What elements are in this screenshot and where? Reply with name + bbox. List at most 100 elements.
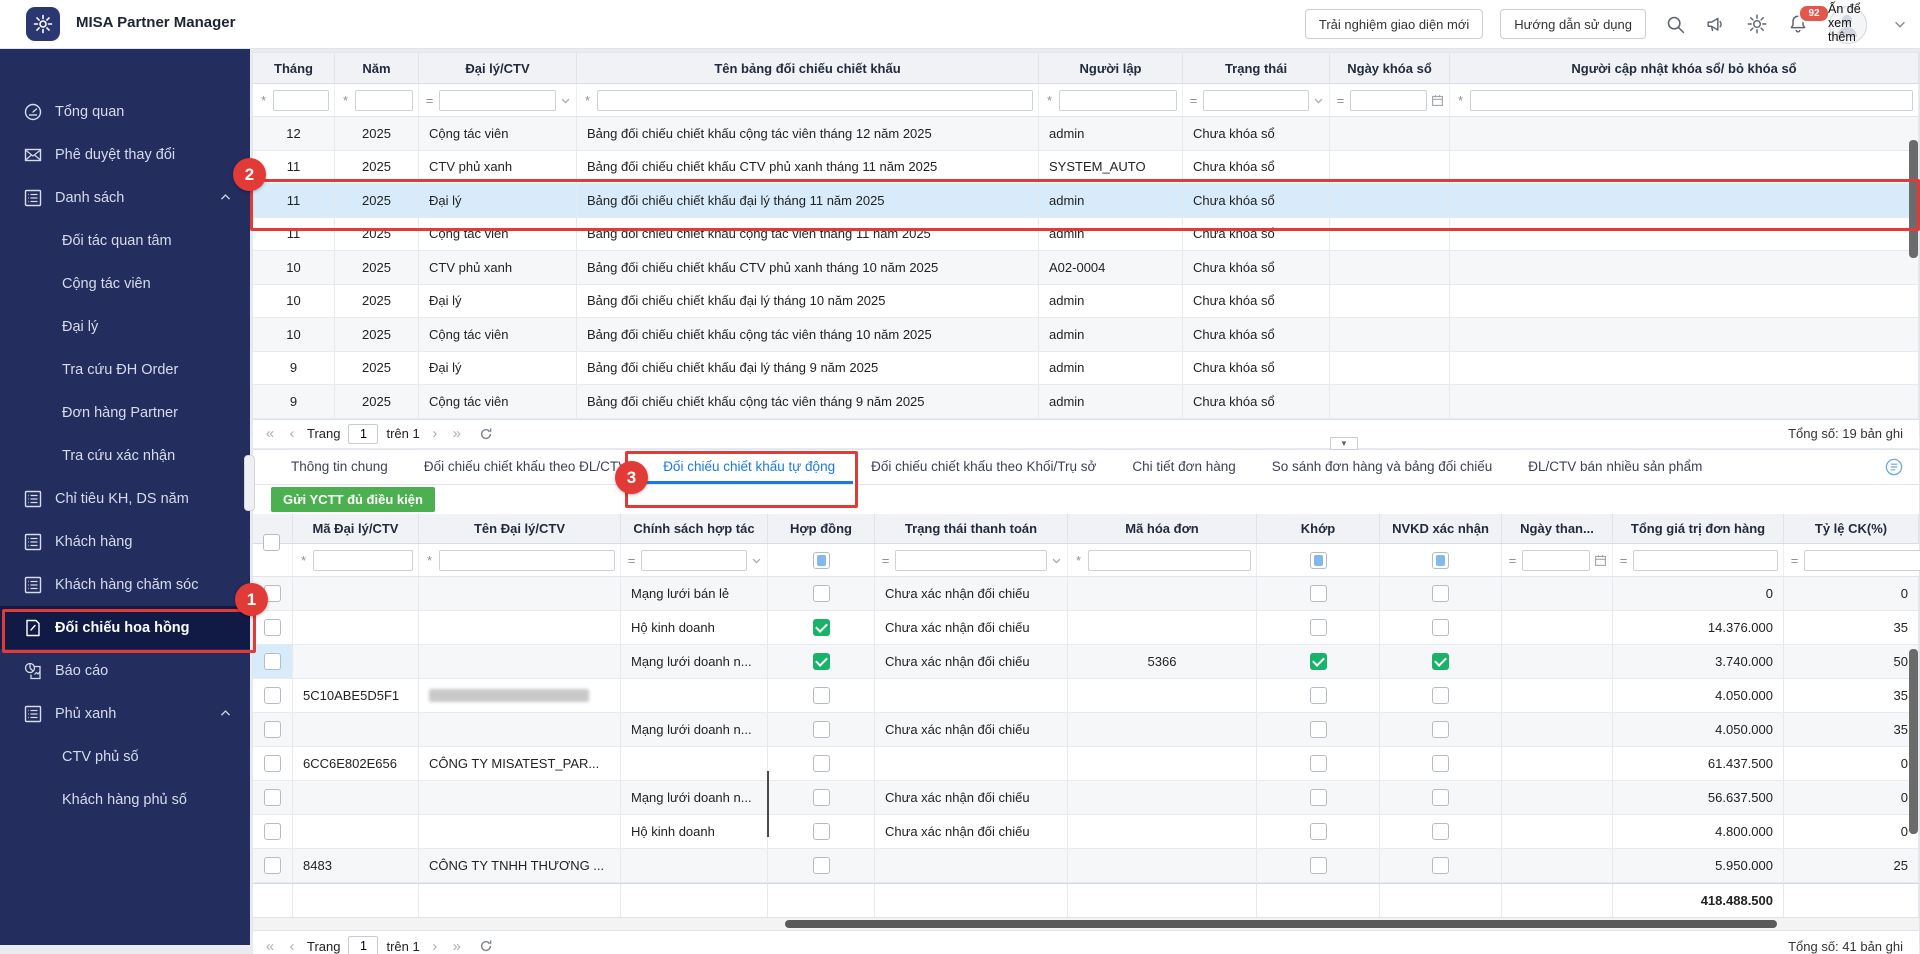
refresh-icon[interactable] (478, 938, 494, 954)
sidebar-item-don-hang-partner[interactable]: Đơn hàng Partner (0, 391, 250, 434)
table-row[interactable]: Mạng lưới doanh n... Chưa xác nhận đối c… (253, 713, 1919, 747)
match-checkbox[interactable] (1309, 721, 1327, 738)
confirm-checkbox[interactable] (1432, 823, 1449, 840)
column-header[interactable]: Người cập nhật khóa sổ/ bỏ khóa sổ (1450, 53, 1919, 83)
match-filter-checkbox[interactable] (1309, 551, 1327, 569)
table-row[interactable]: 9 2025 Đại lý Bảng đối chiếu chiết khấu … (253, 351, 1919, 385)
sidebar-item-dai-ly[interactable]: Đại lý (0, 305, 250, 348)
search-icon[interactable] (1663, 12, 1687, 36)
column-header[interactable]: NVKD xác nhận (1380, 514, 1502, 543)
table-row[interactable]: 11 2025 Cộng tác viên Bảng đối chiếu chi… (253, 217, 1919, 251)
table-row[interactable]: 12 2025 Cộng tác viên Bảng đối chiếu chi… (253, 117, 1919, 151)
refresh-icon[interactable] (478, 426, 494, 442)
send-yctt-button[interactable]: Gửi YCTT đủ điều kiện (271, 487, 435, 512)
column-header[interactable]: Ngày khóa sổ (1330, 53, 1450, 83)
sidebar-item-khach-hang-phu-so[interactable]: Khách hàng phủ số (0, 778, 250, 821)
match-checkbox[interactable] (1309, 857, 1327, 874)
table-row[interactable]: Hộ kinh doanh Chưa xác nhận đối chiếu 14… (253, 611, 1919, 645)
sidebar-item-bao-cao[interactable]: Báo cáo (0, 649, 250, 692)
ck-filter-input[interactable] (1804, 549, 1920, 571)
column-header[interactable]: Đại lý/CTV (419, 53, 577, 83)
sidebar-item-phu-xanh[interactable]: Phủ xanh (0, 692, 250, 735)
contract-checkbox[interactable] (812, 653, 830, 670)
contract-filter-checkbox[interactable] (812, 551, 830, 569)
status-filter-input[interactable] (1203, 89, 1309, 111)
invoice-filter-input[interactable] (1088, 549, 1251, 571)
confirm-checkbox[interactable] (1432, 653, 1449, 670)
confirm-filter-checkbox[interactable] (1432, 551, 1449, 569)
next-page-icon[interactable]: › (432, 425, 438, 442)
horizontal-scrollbar[interactable] (253, 917, 1919, 930)
announcement-megaphone-icon[interactable] (1704, 12, 1728, 36)
settings-gear-icon[interactable] (1745, 12, 1769, 36)
match-checkbox[interactable] (1309, 823, 1327, 840)
tab-thong-tin-chung[interactable]: Thông tin chung (291, 458, 388, 474)
match-checkbox[interactable] (1309, 619, 1327, 636)
column-header[interactable]: Trạng thái thanh toán (875, 514, 1068, 543)
sidebar-item-khach-hang[interactable]: Khách hàng (0, 520, 250, 563)
confirm-checkbox[interactable] (1432, 585, 1449, 602)
contract-checkbox[interactable] (812, 585, 830, 602)
tab-doi-chieu-theo-dlctv[interactable]: Đối chiếu chiết khấu theo ĐL/CTV (423, 458, 628, 474)
table-row[interactable]: 11 2025 Đại lý Bảng đối chiếu chiết khấu… (253, 184, 1919, 218)
notifications-bell-icon[interactable]: 92 (1786, 4, 1830, 36)
column-header[interactable]: Năm (335, 53, 419, 83)
tab-doi-chieu-khoi-tru-so[interactable]: Đối chiếu chiết khấu theo Khối/Trụ sở (871, 458, 1097, 474)
column-header[interactable]: Mã Đại lý/CTV (293, 514, 419, 543)
table-row[interactable]: 10 2025 Đại lý Bảng đối chiếu chiết khấu… (253, 284, 1919, 318)
sidebar-item-doi-tac-quan-tam[interactable]: Đối tác quan tâm (0, 219, 250, 262)
chevron-down-icon[interactable] (1888, 12, 1912, 36)
month-filter-input[interactable] (273, 89, 329, 111)
table-row[interactable]: Mạng lưới bán lẻ Chưa xác nhận đối chiếu… (253, 577, 1919, 611)
calendar-icon[interactable] (1431, 94, 1444, 107)
table-row[interactable]: 11 2025 CTV phủ xanh Bảng đối chiếu chiế… (253, 150, 1919, 184)
column-header[interactable]: Mã hóa đơn (1068, 514, 1257, 543)
column-header[interactable]: Hợp đồng (768, 514, 875, 543)
column-header[interactable]: Người lập (1039, 53, 1183, 83)
tab-settings-icon[interactable] (1885, 458, 1903, 476)
last-page-icon[interactable]: » (452, 425, 461, 442)
updater-filter-input[interactable] (1470, 89, 1913, 111)
table-row[interactable]: 10 2025 Cộng tác viên Bảng đối chiếu chi… (253, 318, 1919, 352)
table-row[interactable]: 6CC6E802E656 CÔNG TY MISATEST_PAR... 61.… (253, 747, 1919, 781)
row-checkbox[interactable] (264, 789, 281, 806)
vertical-scrollbar-thumb[interactable] (1909, 140, 1918, 258)
row-checkbox[interactable] (264, 721, 281, 738)
match-checkbox[interactable] (1309, 585, 1327, 602)
row-checkbox[interactable] (264, 687, 281, 704)
column-header[interactable]: Ngày than... (1502, 514, 1613, 543)
table-row[interactable]: Mạng lưới doanh n... Chưa xác nhận đối c… (253, 645, 1919, 679)
tab-doi-chieu-tu-dong[interactable]: Đối chiếu chiết khấu tự động (645, 451, 854, 484)
confirm-checkbox[interactable] (1432, 755, 1449, 772)
filter-operator-icon[interactable]: * (584, 92, 591, 108)
chevron-down-icon[interactable] (1051, 555, 1062, 566)
vertical-scrollbar-thumb[interactable] (1909, 649, 1918, 834)
contract-checkbox[interactable] (812, 755, 830, 772)
name-filter-input[interactable] (597, 89, 1033, 111)
match-checkbox[interactable] (1309, 755, 1327, 772)
filter-operator-icon[interactable]: * (1075, 552, 1082, 568)
filter-operator-icon[interactable]: * (342, 92, 349, 108)
row-checkbox[interactable] (264, 653, 281, 670)
filter-operator-icon[interactable]: * (1457, 92, 1464, 108)
guide-button[interactable]: Hướng dẫn sử dụng (1500, 9, 1646, 39)
table-row[interactable]: 8483 CÔNG TY TNHH THƯƠNG ... 5.950.000 2… (253, 849, 1919, 883)
sidebar-item-tra-cuu-dh-order[interactable]: Tra cứu ĐH Order (0, 348, 250, 391)
tab-so-sanh-don-hang[interactable]: So sánh đơn hàng và bảng đối chiếu (1271, 458, 1493, 474)
contract-checkbox[interactable] (812, 857, 830, 874)
sidebar-item-danh-sach[interactable]: Danh sách (0, 176, 250, 219)
horizontal-scrollbar-thumb[interactable] (785, 920, 1777, 928)
row-checkbox[interactable] (264, 857, 281, 874)
match-checkbox[interactable] (1309, 687, 1327, 704)
sidebar-collapse-handle[interactable] (244, 455, 255, 511)
row-checkbox[interactable] (264, 619, 281, 636)
last-page-icon[interactable]: » (452, 937, 461, 954)
chevron-up-icon[interactable] (219, 191, 232, 204)
match-checkbox[interactable] (1309, 789, 1327, 806)
page-number-input[interactable] (348, 936, 379, 954)
tab-chi-tiet-don-hang[interactable]: Chi tiết đơn hàng (1132, 458, 1236, 474)
prev-page-icon[interactable]: ‹ (289, 937, 295, 954)
select-all-checkbox[interactable] (263, 534, 280, 551)
sidebar-item-khach-hang-cham-soc[interactable]: Khách hàng chăm sóc (0, 563, 250, 606)
filter-operator-icon[interactable]: * (1046, 92, 1053, 108)
